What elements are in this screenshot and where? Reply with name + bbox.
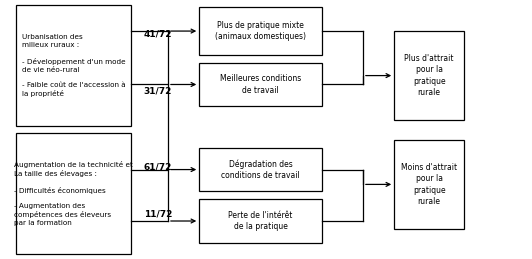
Bar xyxy=(394,31,464,120)
Bar xyxy=(199,148,322,191)
Text: Augmentation de la technicité et
La taille des élevages :

- Difficultés économi: Augmentation de la technicité et La tail… xyxy=(14,161,133,226)
Bar xyxy=(199,7,322,55)
Bar xyxy=(199,63,322,106)
Text: 31/72: 31/72 xyxy=(144,87,172,96)
Text: 61/72: 61/72 xyxy=(144,163,172,172)
Text: Plus de pratique mixte
(animaux domestiques): Plus de pratique mixte (animaux domestiq… xyxy=(215,21,306,41)
Text: Plus d'attrait
pour la
pratique
rurale: Plus d'attrait pour la pratique rurale xyxy=(404,54,454,97)
Text: Urbanisation des
milieux ruraux :

- Développement d'un mode
de vie néo-rural

-: Urbanisation des milieux ruraux : - Déve… xyxy=(22,34,125,97)
Text: 11/72: 11/72 xyxy=(144,209,172,218)
Text: Meilleures conditions
de travail: Meilleures conditions de travail xyxy=(220,74,301,95)
Bar xyxy=(16,5,131,126)
Text: 41/72: 41/72 xyxy=(144,29,172,38)
Bar xyxy=(394,140,464,229)
Text: Moins d'attrait
pour la
pratique
rurale: Moins d'attrait pour la pratique rurale xyxy=(401,163,458,206)
Text: Dégradation des
conditions de travail: Dégradation des conditions de travail xyxy=(221,159,300,180)
Bar xyxy=(199,199,322,243)
Bar xyxy=(16,133,131,254)
Text: Perte de l'intérêt
de la pratique: Perte de l'intérêt de la pratique xyxy=(228,211,293,231)
